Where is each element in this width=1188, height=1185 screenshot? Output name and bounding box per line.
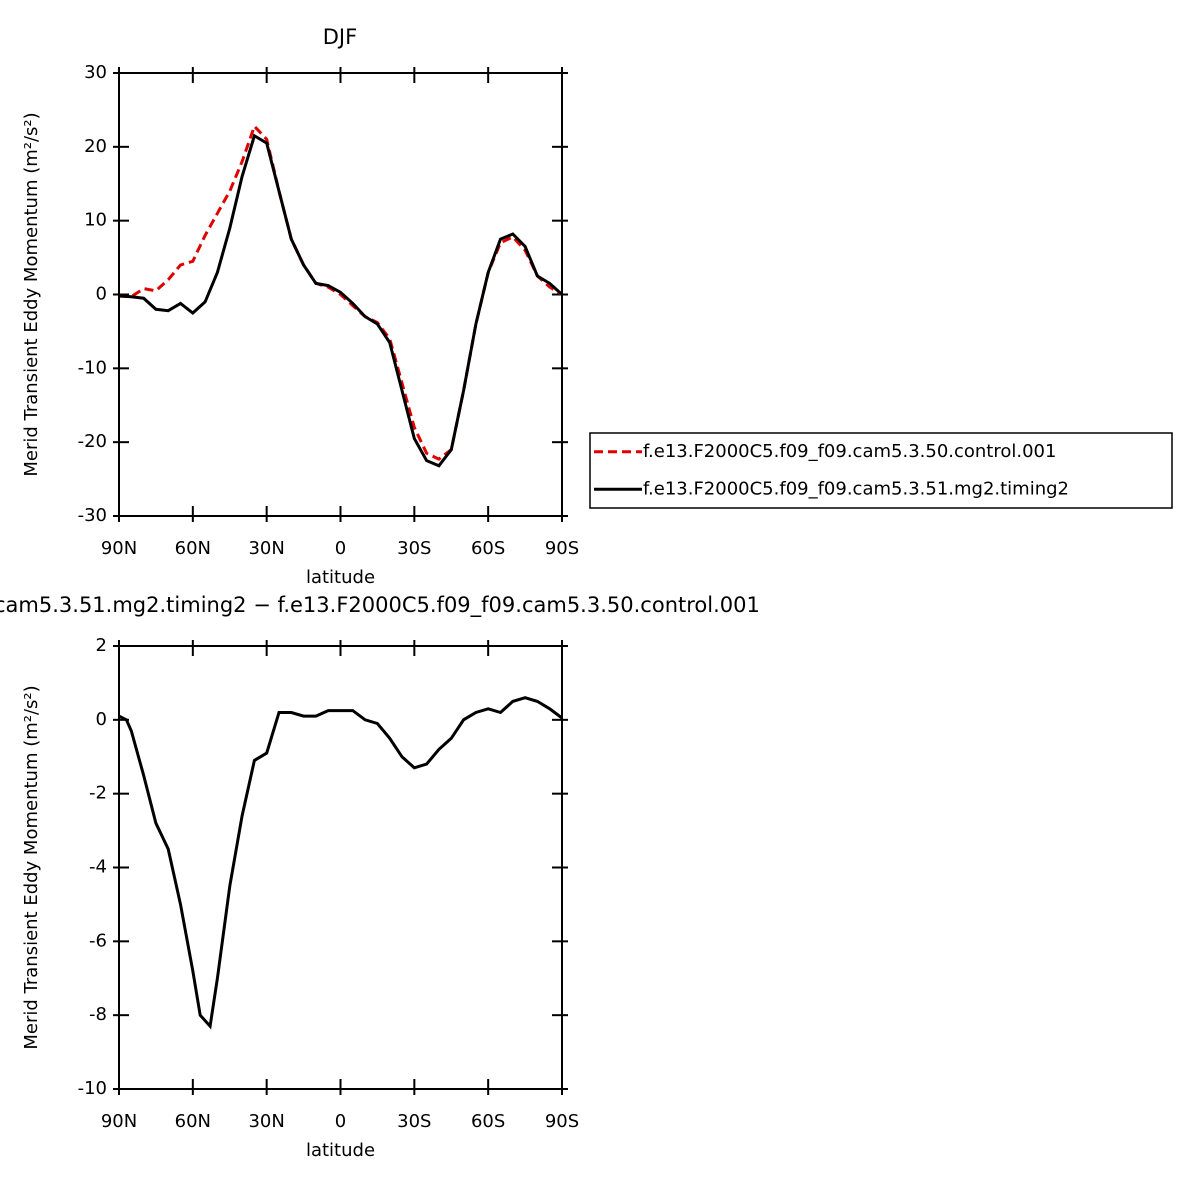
legend-box xyxy=(589,432,1173,509)
y-tick-label: -4 xyxy=(89,857,107,878)
y-axis-label: Merid Transient Eddy Momentum (m²/s²) xyxy=(21,112,42,476)
y-tick-label: 0 xyxy=(96,284,107,305)
x-tick-label: 30N xyxy=(248,1111,284,1132)
x-tick-label: 60N xyxy=(175,538,211,559)
x-tick-label: 0 xyxy=(335,1111,346,1132)
x-tick-label: 90N xyxy=(101,538,137,559)
y-tick-label: 30 xyxy=(84,62,107,83)
y-tick-label: 2 xyxy=(96,635,107,656)
data-line xyxy=(118,696,563,1030)
x-tick-label: 30N xyxy=(248,538,284,559)
chart-title: cam5.3.51.mg2.timing2 − f.e13.F2000C5.f0… xyxy=(0,593,760,618)
x-tick-label: 60S xyxy=(471,538,505,559)
x-tick-label: 30S xyxy=(397,1111,431,1132)
x-tick-label: 90N xyxy=(101,1111,137,1132)
y-tick-label: -8 xyxy=(89,1004,107,1025)
y-tick-label: -20 xyxy=(78,431,107,452)
y-axis-label: Merid Transient Eddy Momentum (m²/s²) xyxy=(21,685,42,1049)
legend: f.e13.F2000C5.f09_f09.cam5.3.50.control.… xyxy=(589,432,1173,509)
y-tick-label: -6 xyxy=(89,930,107,951)
x-tick-label: 0 xyxy=(335,538,346,559)
x-tick-label: 30S xyxy=(397,538,431,559)
x-tick-label: 90S xyxy=(545,1111,579,1132)
y-tick-label: -30 xyxy=(78,505,107,526)
y-tick-label: 10 xyxy=(84,210,107,231)
y-tick-label: 20 xyxy=(84,136,107,157)
x-axis-label: latitude xyxy=(306,1140,375,1161)
chart-title: DJF xyxy=(323,25,357,49)
legend-label: f.e13.F2000C5.f09_f09.cam5.3.51.mg2.timi… xyxy=(643,478,1069,499)
x-tick-label: 90S xyxy=(545,538,579,559)
y-tick-label: -10 xyxy=(78,357,107,378)
x-tick-label: 60N xyxy=(175,1111,211,1132)
plot-frame xyxy=(118,645,563,1090)
data-line xyxy=(118,133,564,468)
x-tick-label: 60S xyxy=(471,1111,505,1132)
legend-label: f.e13.F2000C5.f09_f09.cam5.3.50.control.… xyxy=(643,441,1056,462)
y-tick-label: -10 xyxy=(78,1078,107,1099)
y-tick-label: 0 xyxy=(96,709,107,730)
y-tick-label: -2 xyxy=(89,783,107,804)
x-axis-label: latitude xyxy=(306,567,375,588)
